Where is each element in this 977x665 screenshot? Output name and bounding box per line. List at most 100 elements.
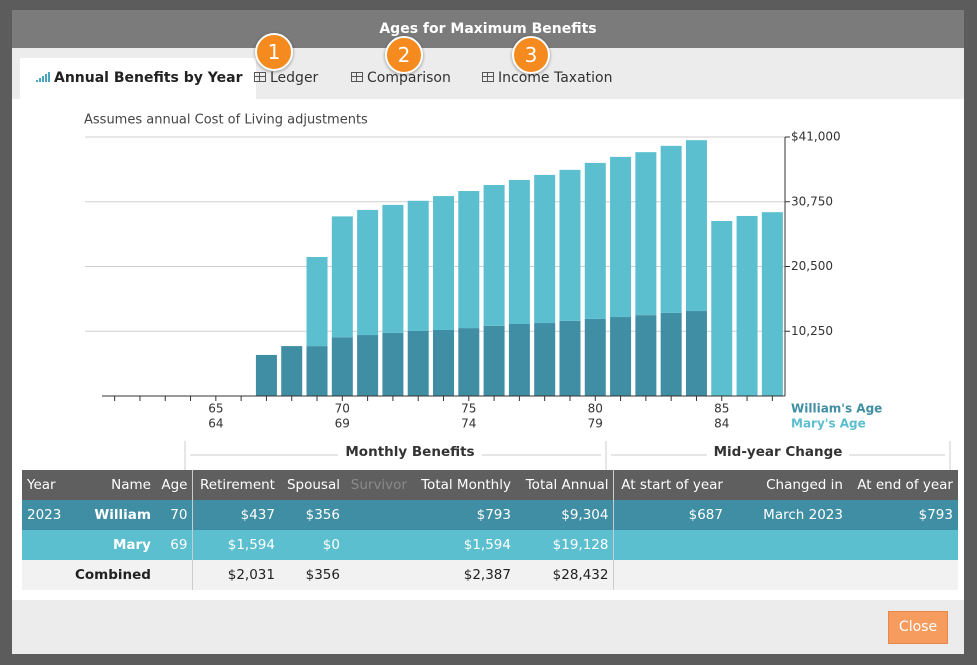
table-row: Combined $2,031 $356 $2,387 $28,432 [22,560,958,590]
table-cell: $28,432 [552,567,609,583]
bar [407,330,429,396]
column-header: Total Monthly [421,477,511,493]
dialog-title: Ages for Maximum Benefits [12,10,964,48]
column-header: Year [27,477,56,493]
table-cell [613,560,728,590]
bar [736,215,758,396]
table-cell: 2023 [27,507,62,523]
x-tick-label: 75 [461,402,476,416]
table-cell: $1,594 [463,537,511,553]
table-cell: $687 [613,500,728,530]
tab-icon [36,72,50,82]
group-header: Monthly Benefits [345,444,475,460]
table-row: 2023 William 70 $437 $356 $793 $9,304 $687 March… [22,500,958,530]
table-cell: $1,594 [192,530,280,560]
y-tick-label: 30,750 [791,194,833,208]
bar [610,317,632,396]
step-badge: 3 [512,36,550,74]
bar [559,169,581,321]
column-header: Retirement [192,470,280,500]
tab[interactable]: Income Taxation [482,58,612,99]
table-cell: $793 [918,507,953,523]
table-cell [345,500,412,530]
table-cell: $356 [305,507,340,523]
bar [306,346,328,396]
column-header: Survivor [350,477,407,493]
column-header: Name [111,477,151,493]
table-row: Mary 69 $1,594 $0 $1,594 $19,128 [22,530,958,560]
bar [458,191,480,329]
column-header: Total Annual [525,477,609,493]
tab-label: Income Taxation [498,70,613,86]
bar [660,312,682,396]
bar [483,185,505,326]
bar [685,140,707,312]
bar [433,329,454,396]
table-cell: $9,304 [561,507,609,523]
legend-label: William's Age [791,402,882,416]
table-cell: $793 [476,507,511,523]
tab[interactable]: Annual Benefits by Year [20,58,257,99]
tab-label: Comparison [367,70,451,86]
table-cell: $0 [322,537,340,553]
legend-label: Mary's Age [791,417,866,431]
bar [255,354,277,396]
y-tick-label: 10,250 [791,324,833,338]
x-tick-label: 80 [588,402,603,416]
table-cell: $19,128 [552,537,609,553]
chart: Assumes annual Cost of Living adjustment… [84,113,882,431]
bar [534,174,556,324]
bar [635,315,657,396]
step-badge: 1 [255,33,293,71]
dialog: Ages for Maximum Benefits Annual Benefit… [12,10,964,654]
bar [711,221,733,396]
table-cell [728,560,848,590]
table-group-headers [184,441,951,470]
bar [483,325,505,396]
bar [433,196,454,330]
x-tick-label: 65 [208,402,223,416]
table-cell [848,530,958,560]
bar [584,318,606,396]
tab[interactable]: Ledger [254,58,318,99]
tab-bar: Annual Benefits by Year Ledger Compariso… [12,48,964,99]
bar [584,162,606,319]
column-header: At start of year [613,470,728,500]
y-tick-label: 20,500 [791,259,833,273]
x-tick-label: 79 [588,417,603,431]
table-cell: Combined [75,567,151,583]
table-cell: 70 [170,507,188,523]
table-cell: 69 [170,537,188,553]
x-tick-label: 85 [714,402,729,416]
y-tick-label: $41,000 [791,130,841,144]
bar [761,212,783,396]
x-tick-label: 69 [335,417,350,431]
bar [382,204,404,333]
table-cell [728,530,848,560]
table-cell: $2,387 [463,567,511,583]
table-cell: $437 [192,500,280,530]
column-header: At end of year [857,477,953,493]
bar [635,152,657,316]
table-cell [345,530,412,560]
table-cell [848,560,958,590]
chart-subtitle: Assumes annual Cost of Living adjustment… [84,113,368,128]
table-cell [22,530,70,560]
bar [331,337,353,396]
tab-label: Ledger [270,70,319,86]
bar [660,145,682,313]
bar [281,346,303,396]
bar [508,323,530,396]
tab[interactable]: Comparison [351,58,451,99]
table-cell: March 2023 [763,507,843,523]
dialog-footer: Close [12,600,964,654]
group-header: Mid-year Change [713,444,843,460]
table-cell: Mary [112,537,151,553]
column-header: Spousal [286,477,340,493]
x-tick-label: 84 [714,417,729,431]
tab-label: Annual Benefits by Year [54,70,243,86]
bar [610,156,632,318]
close-button[interactable]: Close [888,611,948,644]
table-cell: $2,031 [192,560,280,590]
